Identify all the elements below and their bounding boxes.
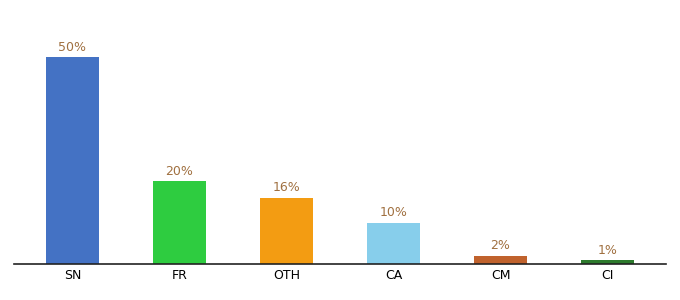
Text: 16%: 16% — [273, 182, 301, 194]
Text: 2%: 2% — [490, 239, 511, 252]
Text: 10%: 10% — [379, 206, 407, 219]
Text: 50%: 50% — [58, 41, 86, 54]
Text: 20%: 20% — [165, 165, 193, 178]
Bar — [474, 256, 527, 264]
Text: 1%: 1% — [598, 244, 617, 256]
Bar — [153, 181, 206, 264]
Bar — [46, 57, 99, 264]
Bar — [581, 260, 634, 264]
Bar — [260, 198, 313, 264]
Bar — [367, 223, 420, 264]
